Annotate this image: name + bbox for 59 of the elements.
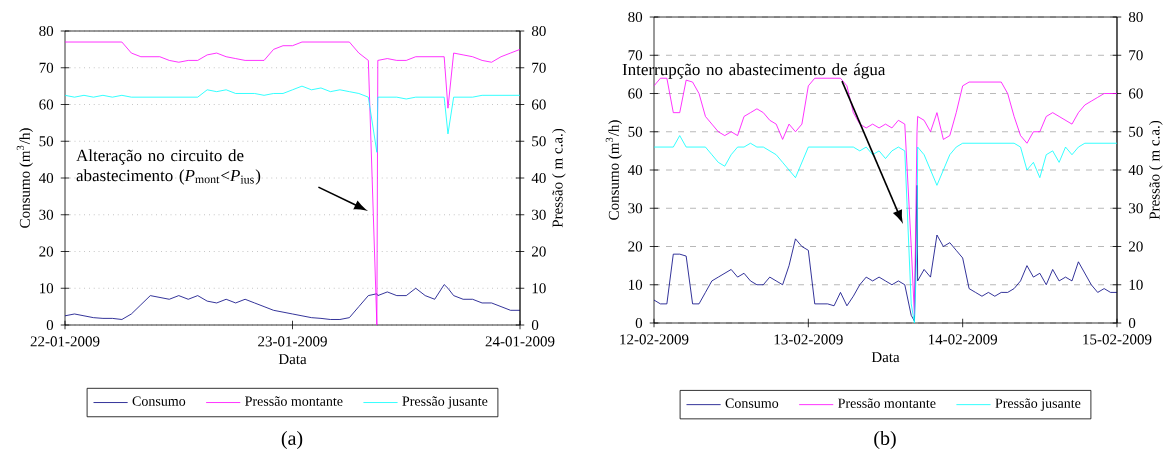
y-tick-label: 40 [38, 172, 54, 184]
y2-tick-label: 50 [532, 136, 546, 147]
y2-tick-label: 40 [1128, 164, 1143, 176]
x-tick-label: 14-02-2009 [928, 334, 998, 345]
y2-tick-label: 20 [1128, 241, 1143, 252]
y-tick-label: 60 [39, 99, 54, 110]
legend-label: Consumo [132, 396, 186, 406]
annotation: Interrupção no abastecimento de água [622, 63, 886, 79]
y-tick-label: 80 [628, 11, 643, 23]
y2-tick-label: 60 [532, 99, 546, 110]
y-tick-label: 70 [628, 50, 643, 61]
y-tick-label: 0 [46, 319, 54, 331]
x-tick-label: 24-01-2009 [485, 336, 555, 347]
y2-tick-label: 70 [1129, 50, 1143, 61]
x-axis-title: Data [871, 352, 900, 363]
y2-tick-label: 80 [531, 25, 546, 37]
text: (a) [281, 430, 303, 450]
y2-tick-label: 50 [1129, 126, 1143, 137]
y-tick-label: 60 [628, 88, 643, 99]
y2-tick-label: 30 [532, 209, 546, 220]
legend-label: Pressão montante [838, 398, 936, 408]
annotation: Alteração no circuito de abastecimento (P$_{mont}$<P$_{ius}$) [76, 149, 261, 185]
text: (b) [874, 430, 896, 450]
x-axis-title: Data [278, 354, 307, 365]
legend-label: Pressão jusante [402, 396, 488, 409]
y2-tick-label: 0 [1128, 317, 1136, 329]
y2-tick-label: 40 [531, 172, 546, 184]
y-tick-label: 10 [628, 279, 643, 290]
y-tick-label: 30 [628, 203, 643, 214]
y-tick-label: 20 [628, 241, 643, 252]
y-tick-label: 0 [635, 317, 643, 329]
x-tick-label: 15-02-2009 [1083, 334, 1152, 345]
y2-tick-label: 70 [532, 62, 546, 73]
y-tick-label: 50 [39, 136, 54, 147]
legend-label: Consumo [725, 398, 779, 408]
y2-tick-label: 0 [531, 319, 539, 331]
y-axis-title: Consumo (m$^{3}$/h) [605, 120, 622, 220]
x-tick-label: 12-02-2009 [620, 334, 689, 345]
y-tick-label: 70 [39, 62, 54, 73]
y2-tick-label: 60 [1128, 88, 1143, 99]
y-tick-label: 80 [39, 25, 54, 37]
y2-axis-title: Pressão ( m c.a.) [552, 128, 566, 228]
y-axis-title: Consumo (m$^{3}$/h) [16, 128, 33, 228]
x-tick-label: 22-01-2009 [30, 336, 100, 347]
y2-tick-label: 10 [532, 283, 546, 294]
x-tick-label: 23-01-2009 [258, 336, 327, 347]
y2-axis-title: Pressão ( m c.a.) [1149, 120, 1163, 220]
y2-tick-label: 20 [532, 246, 546, 257]
legend-label: Pressão montante [245, 396, 343, 406]
y2-tick-label: 10 [1129, 279, 1143, 290]
legend-label: Pressão jusante [995, 398, 1081, 411]
y-tick-label: 40 [627, 164, 643, 176]
y2-tick-label: 80 [1128, 11, 1143, 23]
x-tick-label: 13-02-2009 [774, 334, 843, 345]
y-tick-label: 20 [39, 246, 54, 257]
y2-tick-label: 30 [1129, 203, 1143, 214]
y-tick-label: 30 [39, 209, 54, 220]
y-tick-label: 10 [39, 283, 54, 294]
y-tick-label: 50 [628, 126, 643, 137]
